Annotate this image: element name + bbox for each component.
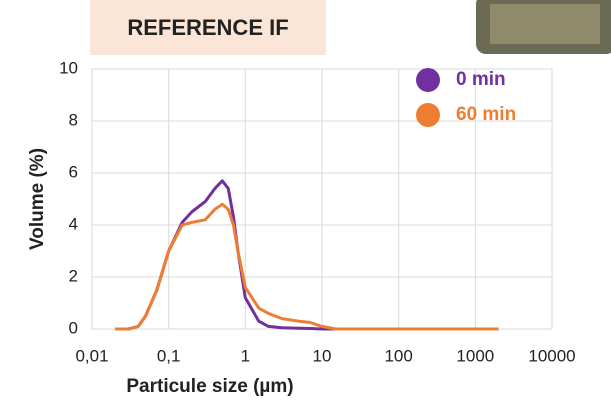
x-tick-label: 0,01 xyxy=(75,346,108,365)
legend-label: 60 min xyxy=(456,104,516,125)
y-tick-label: 0 xyxy=(69,318,78,337)
legend-marker xyxy=(416,103,440,127)
y-axis-label: Volume (%) xyxy=(27,148,48,250)
y-tick-label: 6 xyxy=(69,162,78,181)
x-axis-label: Particule size (µm) xyxy=(126,376,293,397)
y-tick-label: 4 xyxy=(69,214,78,233)
x-tick-label: 1000 xyxy=(456,346,494,365)
legend-label: 0 min xyxy=(456,69,506,90)
data-line xyxy=(115,179,499,331)
photo-detail xyxy=(490,4,600,44)
x-tick-label: 100 xyxy=(384,346,412,365)
title-box xyxy=(90,0,326,55)
y-tick-label: 2 xyxy=(69,266,78,285)
x-tick-label: 0,1 xyxy=(157,346,181,365)
x-tick-label: 10 xyxy=(313,346,332,365)
y-tick-label: 8 xyxy=(69,110,78,129)
y-tick-label: 10 xyxy=(59,58,78,77)
x-tick-label: 10000 xyxy=(528,346,575,365)
legend-marker xyxy=(416,68,440,92)
x-tick-label: 1 xyxy=(241,346,250,365)
chart-title: REFERENCE IF xyxy=(127,15,288,40)
data-line xyxy=(115,202,499,331)
